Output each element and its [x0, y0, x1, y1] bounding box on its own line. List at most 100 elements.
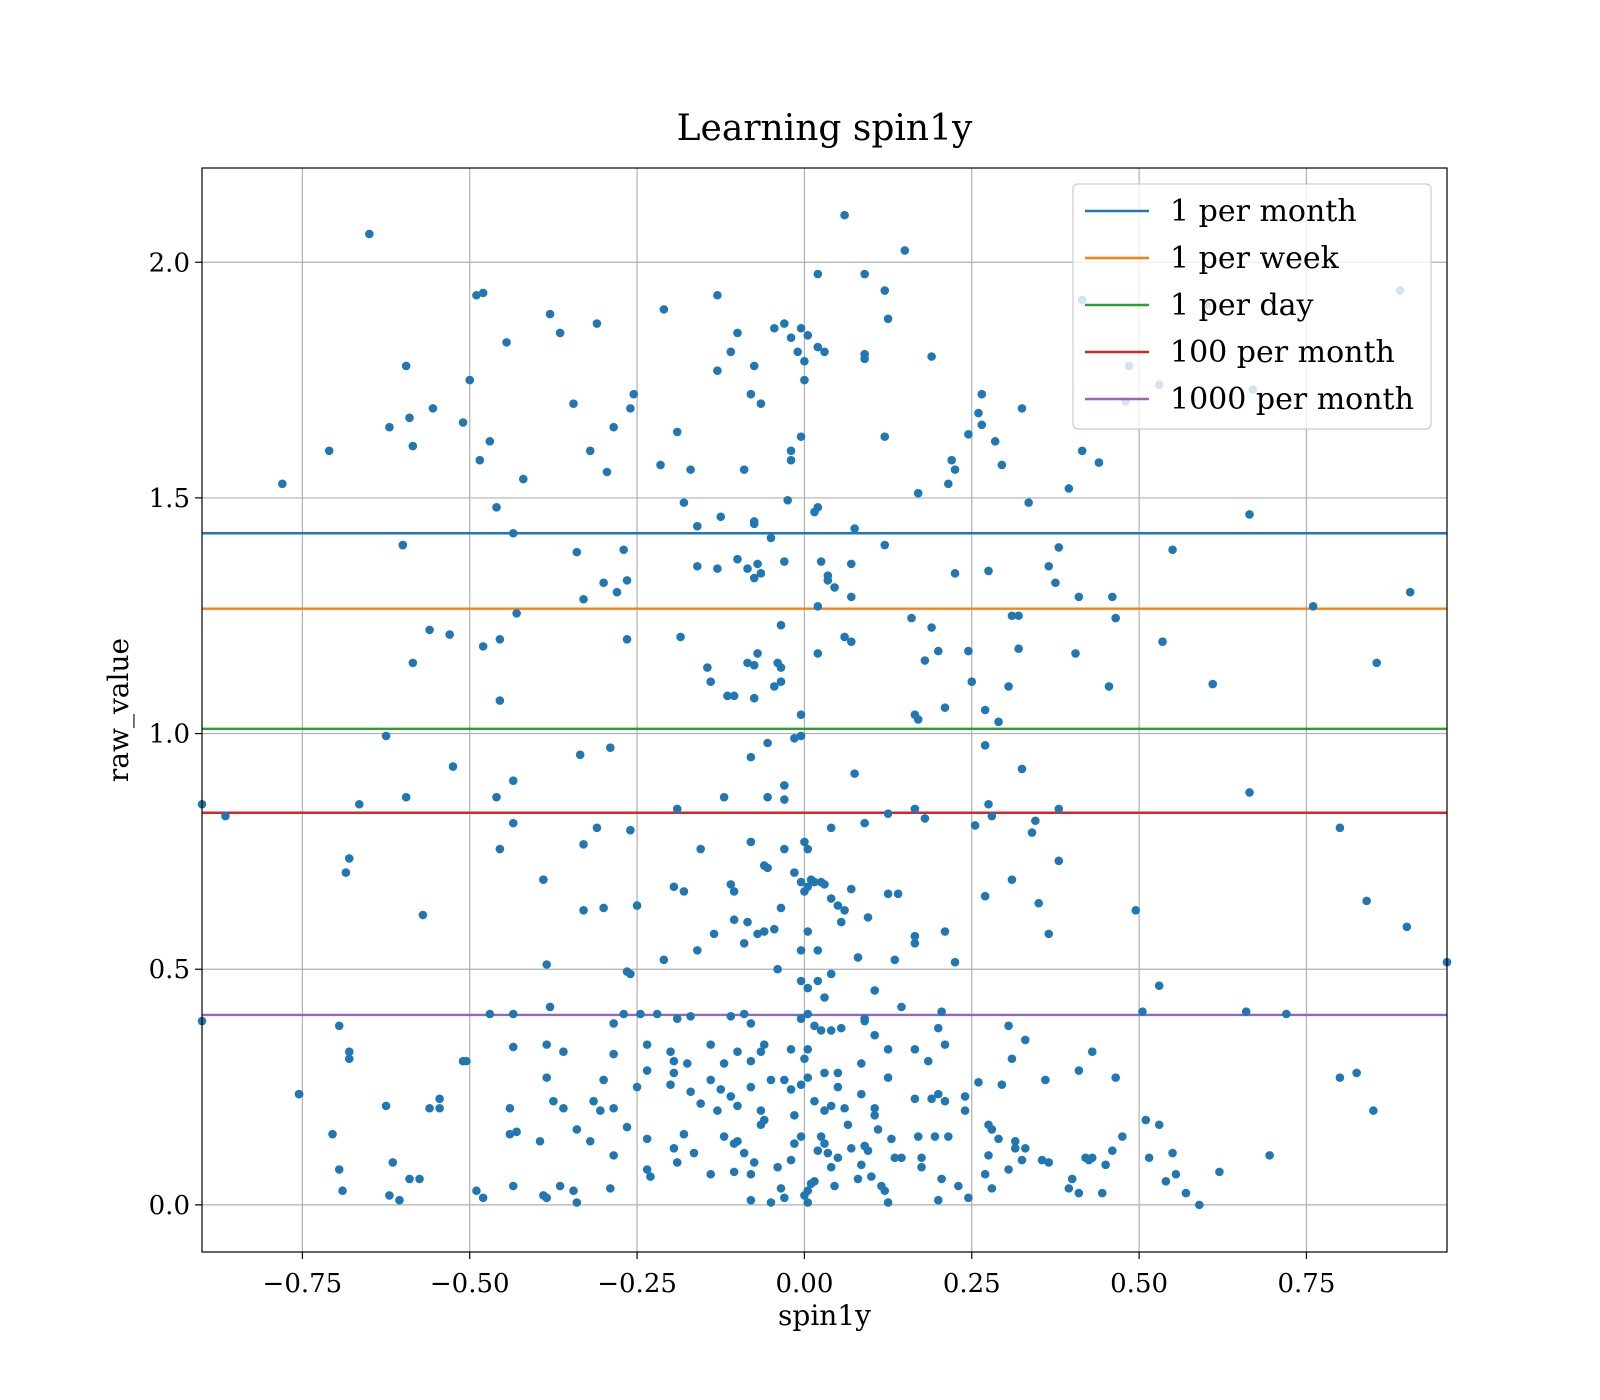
data-point [729, 887, 739, 896]
data-point [723, 691, 732, 701]
data-point [790, 1139, 799, 1148]
threshold-lines [202, 532, 1447, 1017]
data-point [820, 347, 829, 357]
data-point [880, 286, 890, 295]
data-point [816, 557, 826, 566]
data-point [354, 799, 364, 809]
data-point [940, 703, 950, 712]
data-point [820, 1106, 829, 1115]
data-point [505, 1129, 515, 1139]
data-point [810, 877, 819, 887]
data-point [803, 983, 813, 993]
data-point [739, 1009, 749, 1019]
data-point [405, 1174, 414, 1184]
data-point [833, 1153, 843, 1163]
data-point [796, 432, 806, 441]
data-point [713, 564, 722, 573]
data-point [706, 1040, 716, 1049]
data-point [910, 1045, 920, 1054]
data-point [840, 906, 849, 915]
data-point [1074, 1066, 1084, 1075]
data-point [746, 837, 756, 847]
data-point [572, 1125, 582, 1134]
data-point [726, 1092, 736, 1101]
data-point [626, 969, 635, 979]
data-point [512, 1127, 521, 1137]
data-point [542, 960, 552, 969]
data-point [1362, 896, 1371, 906]
data-point [1010, 1136, 1020, 1146]
data-point [893, 889, 903, 899]
data-point [1104, 682, 1114, 691]
x-tick-label: −0.25 [597, 1269, 677, 1299]
data-point [927, 352, 936, 361]
data-point [579, 906, 588, 915]
data-point [1054, 543, 1064, 552]
data-point [826, 823, 836, 833]
data-point [743, 917, 752, 927]
data-point [1168, 545, 1177, 555]
data-point [759, 1115, 769, 1125]
data-point [709, 929, 719, 939]
data-point [964, 429, 973, 439]
data-point [669, 1056, 679, 1066]
data-point [1158, 637, 1167, 646]
data-point [950, 465, 960, 474]
data-point [870, 1111, 880, 1120]
data-point [947, 455, 956, 465]
data-point [1064, 1184, 1074, 1193]
data-point [930, 1132, 940, 1141]
data-point [863, 1146, 873, 1155]
data-point [980, 705, 990, 715]
data-point [790, 733, 799, 743]
data-point [341, 868, 351, 877]
data-point [334, 1165, 344, 1174]
data-point [599, 578, 608, 588]
data-point [840, 210, 849, 220]
data-point [1245, 510, 1254, 519]
data-point [800, 837, 809, 847]
data-point [769, 323, 779, 333]
data-point [773, 964, 782, 974]
data-point [974, 1078, 983, 1087]
data-point [478, 1193, 488, 1203]
data-point [475, 455, 485, 465]
data-point [642, 1165, 652, 1174]
data-point [1335, 823, 1345, 833]
data-point [1101, 1160, 1110, 1170]
data-point [796, 1132, 806, 1141]
data-point [612, 587, 622, 597]
plot-frame [201, 167, 1448, 1253]
data-point [1054, 804, 1064, 814]
data-point [666, 1047, 675, 1056]
data-point [1087, 1153, 1097, 1163]
data-point [448, 762, 458, 771]
data-point [679, 887, 689, 896]
data-point [1405, 587, 1415, 597]
data-point [686, 1087, 695, 1097]
data-point [1168, 1148, 1177, 1158]
data-point [1010, 1144, 1020, 1153]
data-point [796, 731, 806, 741]
data-point [746, 1082, 756, 1092]
data-point [636, 1009, 645, 1019]
data-point [679, 498, 689, 507]
data-point [830, 583, 839, 592]
data-point [485, 1009, 495, 1019]
data-point [826, 894, 836, 903]
data-point [428, 404, 438, 413]
data-point [381, 731, 391, 741]
data-point [769, 924, 779, 934]
data-point [763, 863, 772, 873]
data-point [485, 437, 495, 446]
data-point [1021, 1144, 1030, 1153]
data-point [790, 1111, 799, 1120]
data-point [920, 814, 930, 823]
data-point [1044, 1158, 1054, 1167]
data-point [622, 576, 632, 585]
data-point [569, 1186, 578, 1196]
data-point [933, 1023, 943, 1033]
data-point [542, 1040, 552, 1049]
data-point [569, 399, 578, 408]
data-point [890, 1153, 900, 1163]
